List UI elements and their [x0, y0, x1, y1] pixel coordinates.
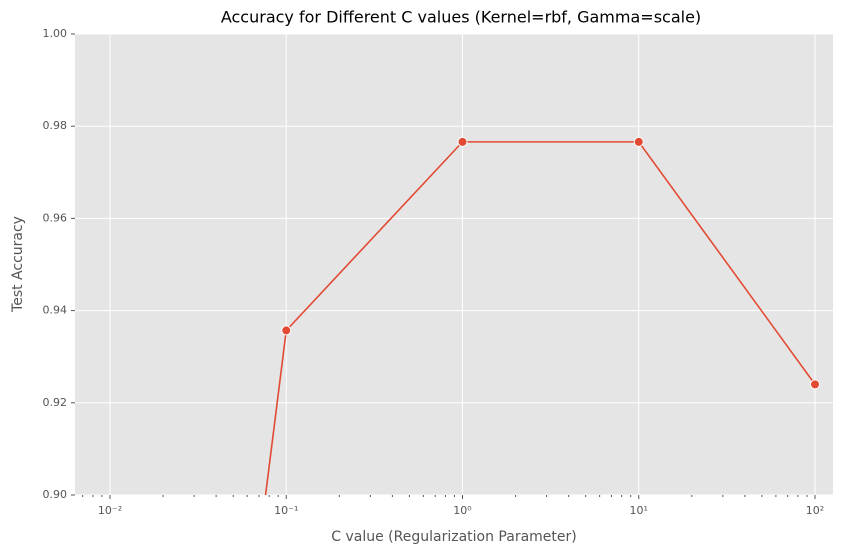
x-tick-label: 10¹	[630, 504, 648, 517]
data-point	[633, 136, 644, 147]
chart-title: Accuracy for Different C values (Kernel=…	[221, 8, 701, 27]
y-tick-label: 0.94	[43, 304, 68, 317]
x-tick-label: 10⁻¹	[274, 504, 298, 517]
x-tick-label: 10⁰	[453, 504, 472, 517]
x-axis-label: C value (Regularization Parameter)	[331, 529, 576, 545]
y-axis-label: Test Accuracy	[10, 216, 26, 313]
data-point	[810, 379, 821, 390]
plot-area	[264, 136, 821, 495]
x-tick-label: 10²	[806, 504, 824, 517]
data-point	[457, 136, 468, 147]
data-point	[281, 325, 292, 336]
x-tick-label: 10⁻²	[98, 504, 122, 517]
y-tick-label: 0.98	[43, 119, 68, 132]
y-tick-label: 1.00	[43, 27, 68, 40]
y-tick-label: 0.96	[43, 211, 68, 224]
y-tick-label: 0.90	[43, 488, 68, 501]
plot-background	[75, 34, 833, 495]
grid	[75, 33, 833, 496]
y-tick-label: 0.92	[43, 396, 68, 409]
